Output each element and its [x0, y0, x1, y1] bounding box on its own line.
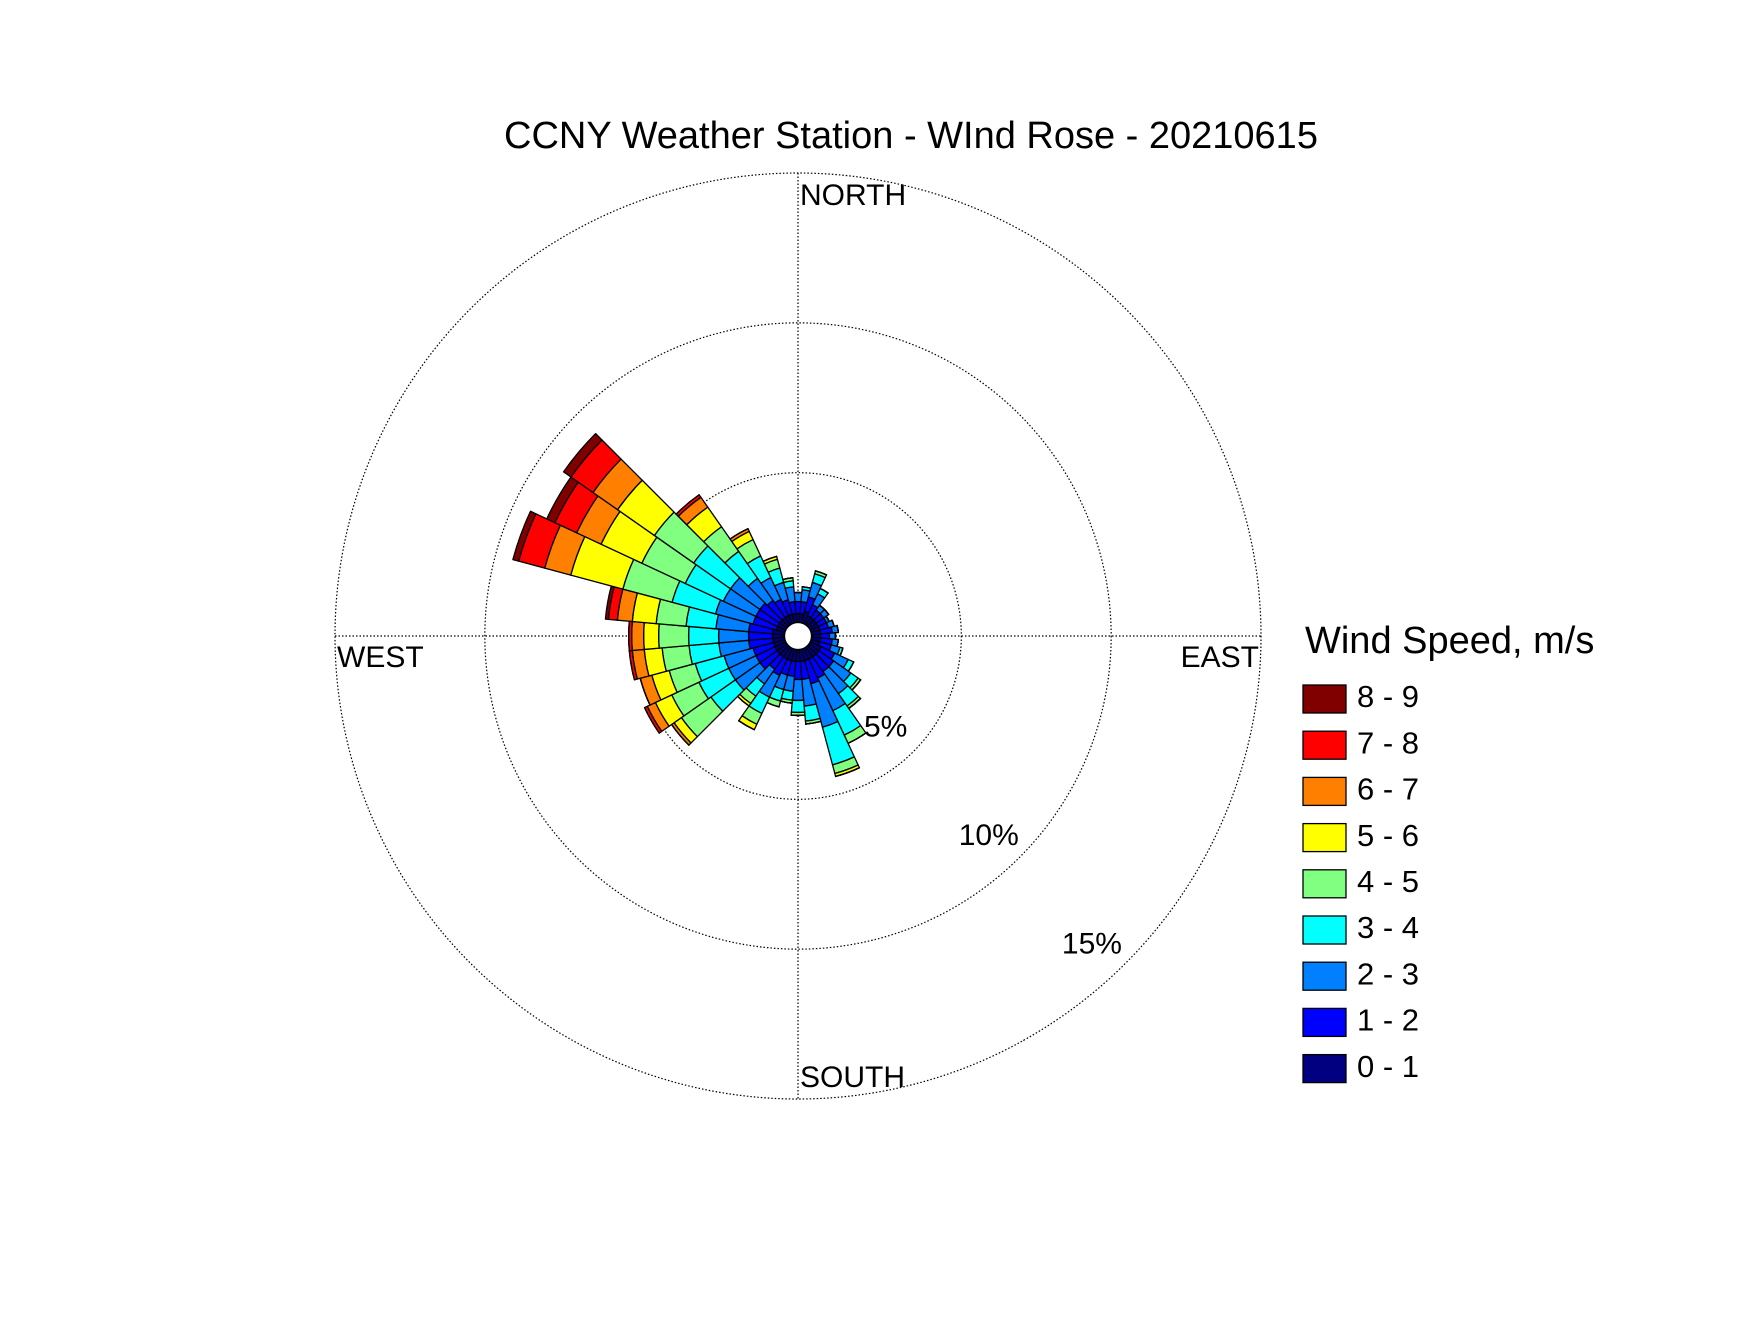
legend-label: 7 - 8: [1357, 725, 1419, 760]
center-hole: [785, 623, 812, 650]
legend-label: 8 - 9: [1357, 679, 1419, 714]
direction-label: SOUTH: [800, 1061, 905, 1094]
ring-label: 15%: [1062, 928, 1122, 961]
legend-label: 2 - 3: [1357, 956, 1419, 991]
direction-label: NORTH: [800, 179, 906, 212]
legend-label: 4 - 5: [1357, 864, 1419, 899]
wedge-segment: [791, 700, 804, 712]
legend-swatch: [1303, 731, 1346, 759]
legend-swatch: [1303, 1008, 1346, 1036]
wedge-segment: [632, 622, 645, 651]
legend-title: Wind Speed, m/s: [1305, 620, 1594, 662]
chart-title: CCNY Weather Station - WInd Rose - 20210…: [504, 115, 1318, 157]
direction-label: WEST: [337, 641, 424, 674]
legend-label: 3 - 4: [1357, 910, 1419, 945]
legend-label: 1 - 2: [1357, 1003, 1419, 1038]
legend-swatch: [1303, 962, 1346, 990]
ring-label: 10%: [959, 819, 1019, 852]
legend-label: 6 - 7: [1357, 772, 1419, 807]
wedge-segment: [659, 624, 689, 648]
wedge-segment: [629, 621, 630, 651]
legend-swatch: [1303, 870, 1346, 898]
legend-swatch: [1303, 777, 1346, 805]
legend-swatch: [1303, 1055, 1346, 1083]
legend-swatch: [1303, 685, 1346, 713]
ring-label: 5%: [864, 710, 907, 743]
legend-swatch: [1303, 916, 1346, 944]
wedges: [513, 434, 866, 777]
legend-label: 0 - 1: [1357, 1049, 1419, 1084]
wedge-segment: [644, 623, 660, 650]
legend-swatch: [1303, 824, 1346, 852]
direction-label: EAST: [1181, 641, 1259, 674]
legend-label: 5 - 6: [1357, 818, 1419, 853]
